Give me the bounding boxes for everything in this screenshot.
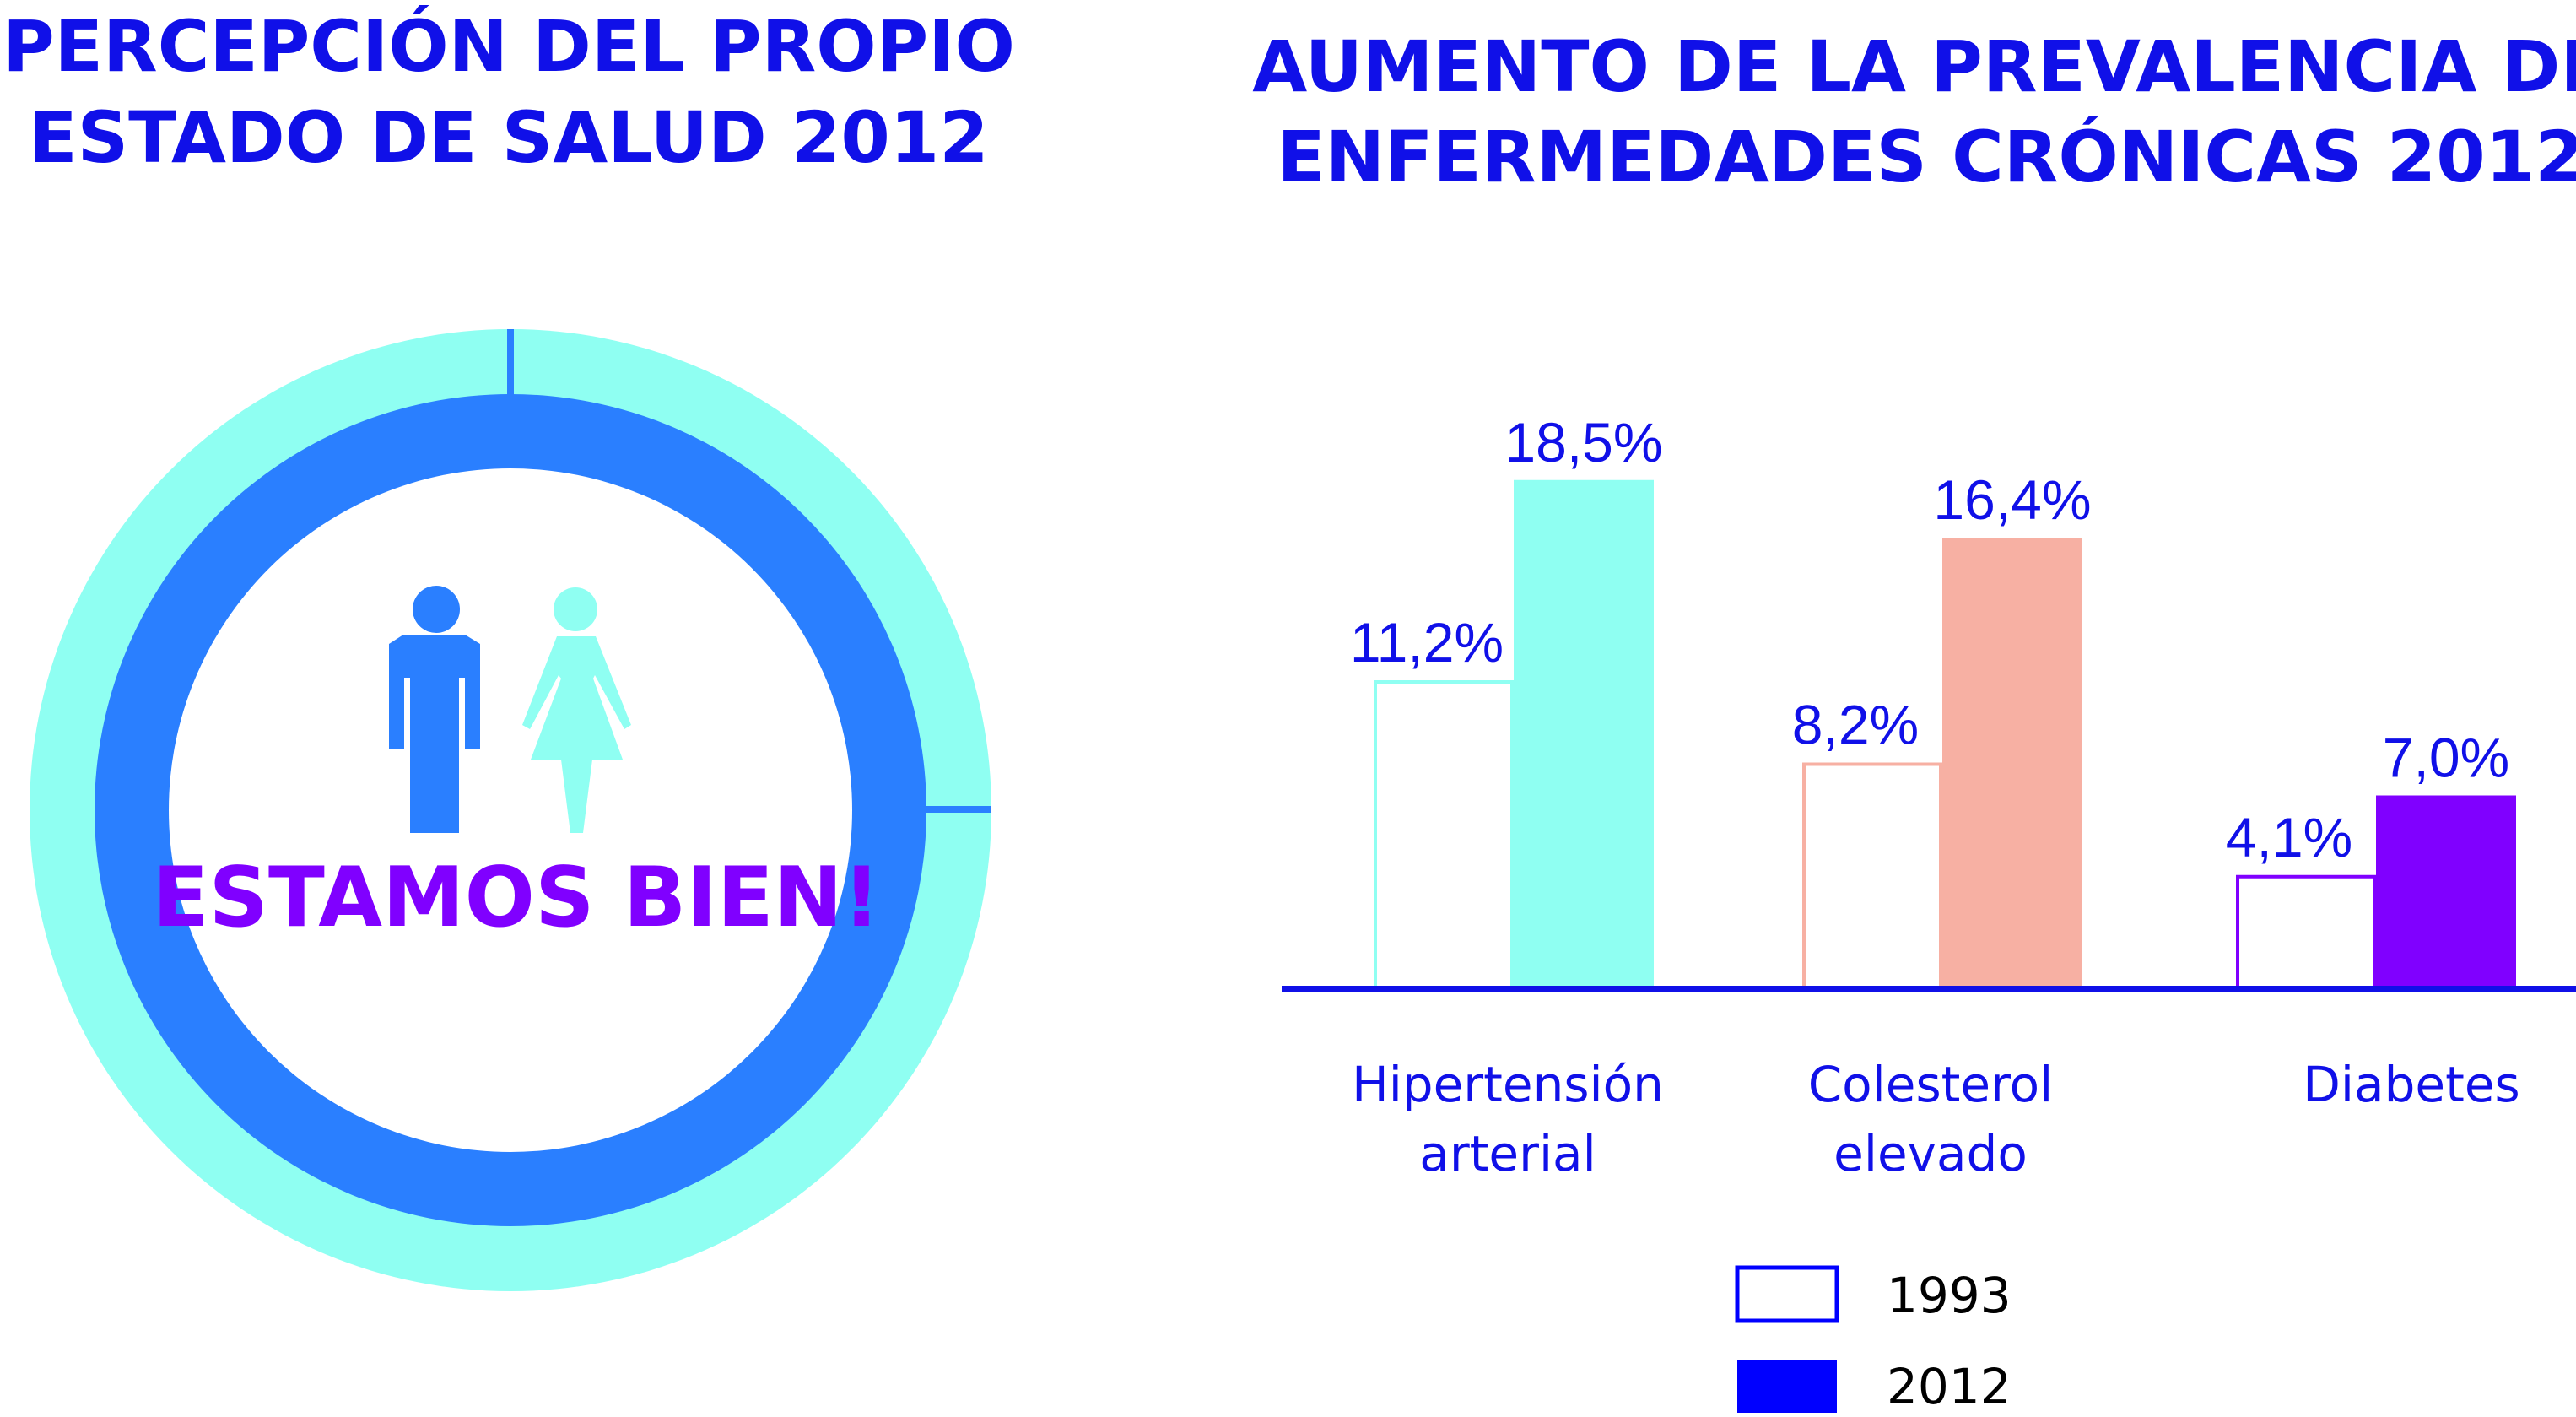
left-title-line-1: PERCEPCIÓN DEL PROPIO [3, 5, 1015, 88]
data-label: 16,4% [1933, 468, 2091, 531]
slogan: ESTAMOS BIEN! [153, 850, 881, 946]
legend-swatch-2012 [1737, 1360, 1837, 1413]
data-label: 7,0% [2383, 727, 2509, 789]
bar-1993-1 [1802, 762, 1942, 991]
bar-1993-0 [1374, 680, 1514, 991]
x-axis-baseline [1282, 986, 2576, 992]
bar-1993-2 [2236, 874, 2376, 991]
donut-hole [169, 468, 852, 1152]
bars: 11,2% 18,5% 8,2% 16,4% 4,1% 7,0% [1350, 411, 2516, 991]
category-label: elevado [1833, 1125, 2028, 1182]
chart-title-line-1: AUMENTO DE LA PREVALENCIA DE [1252, 25, 2576, 108]
chart-title-line-2: ENFERMEDADES CRÓNICAS 2012 [1277, 116, 2576, 198]
data-label: 8,2% [1792, 694, 1919, 756]
category-label: Colesterol [1808, 1056, 2054, 1113]
category-label: Diabetes [2303, 1056, 2519, 1113]
bar-2012-0 [1514, 479, 1654, 987]
left-title-line-2: ESTADO DE SALUD 2012 [29, 96, 988, 179]
bar-2012-2 [2376, 795, 2516, 987]
legend-label-2012: 2012 [1887, 1358, 2012, 1415]
ring-tick-right [924, 806, 991, 813]
bar-2012-1 [1942, 538, 2082, 987]
data-label: 4,1% [2226, 806, 2352, 868]
legend-swatch-1993 [1735, 1265, 1839, 1323]
man-icon [389, 586, 480, 833]
data-label: 18,5% [1504, 411, 1662, 473]
woman-icon [522, 587, 631, 833]
data-label: 11,2% [1350, 611, 1504, 673]
ring-tick-top [507, 329, 514, 397]
health-donut [30, 329, 991, 1291]
legend: 1993 2012 [1735, 1265, 2012, 1415]
category-labels: Hipertensión arterial Colesterol elevado… [1352, 1056, 2520, 1182]
category-label: Hipertensión [1352, 1056, 1664, 1113]
legend-label-1993: 1993 [1887, 1267, 2012, 1324]
category-label: arterial [1419, 1125, 1596, 1182]
